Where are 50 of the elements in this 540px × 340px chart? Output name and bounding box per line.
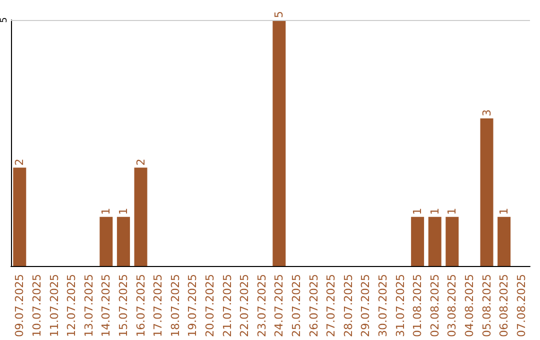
x-tick-label: 12.07.2025	[65, 274, 78, 338]
bar	[134, 168, 148, 266]
x-tick-label: 07.08.2025	[514, 274, 528, 338]
bar	[100, 216, 113, 266]
data-label: 1	[428, 208, 442, 215]
bar	[446, 216, 459, 266]
data-label: 1	[498, 208, 511, 215]
data-label: 2	[134, 158, 148, 166]
x-tick-label: 28.07.2025	[342, 274, 355, 338]
x-tick-label: 16.07.2025	[134, 274, 148, 338]
bar	[480, 118, 494, 266]
x-tick-label: 13.07.2025	[82, 274, 96, 338]
x-tick-label: 04.08.2025	[462, 274, 476, 338]
x-tick-label: 30.07.2025	[376, 274, 390, 338]
x-tick-label: 21.07.2025	[220, 274, 234, 338]
x-tick-label: 26.07.2025	[307, 274, 320, 338]
x-tick-label: 06.08.2025	[498, 274, 511, 338]
x-tick-label: 24.07.2025	[272, 274, 286, 338]
data-label: 3	[480, 109, 494, 116]
data-label: 2	[13, 158, 26, 166]
x-tick-label: 29.07.2025	[359, 274, 372, 338]
x-tick-label: 14.07.2025	[100, 274, 113, 338]
x-tick-label: 19.07.2025	[186, 274, 200, 338]
bar	[428, 216, 442, 266]
data-label: 1	[411, 208, 424, 215]
bar	[116, 216, 130, 266]
data-label: 1	[446, 208, 459, 215]
x-tick-label: 05.08.2025	[480, 274, 494, 338]
x-tick-label: 10.07.2025	[30, 274, 44, 338]
data-label: 1	[100, 208, 113, 215]
bar	[272, 20, 286, 266]
x-tick-label: 01.08.2025	[411, 274, 424, 338]
x-tick-label: 02.08.2025	[428, 274, 442, 338]
x-tick-label: 03.08.2025	[446, 274, 459, 338]
x-tick-label: 31.07.2025	[394, 274, 407, 338]
x-tick-label: 27.07.2025	[324, 274, 338, 338]
bar	[13, 168, 26, 266]
x-tick-label: 17.07.2025	[152, 274, 165, 338]
x-tick-label: 22.07.2025	[238, 274, 252, 338]
x-tick-label: 15.07.2025	[116, 274, 130, 338]
x-tick-label: 09.07.2025	[13, 274, 26, 338]
bar	[411, 216, 424, 266]
x-tick-label: 20.07.2025	[203, 274, 216, 338]
x-tick-label: 18.07.2025	[168, 274, 182, 338]
data-label: 1	[116, 208, 130, 215]
data-label: 5	[272, 11, 286, 18]
x-tick-label: 23.07.2025	[255, 274, 268, 338]
x-tick-label: 11.07.2025	[48, 274, 61, 338]
x-tick-label: 25.07.2025	[290, 274, 303, 338]
bar	[498, 216, 511, 266]
